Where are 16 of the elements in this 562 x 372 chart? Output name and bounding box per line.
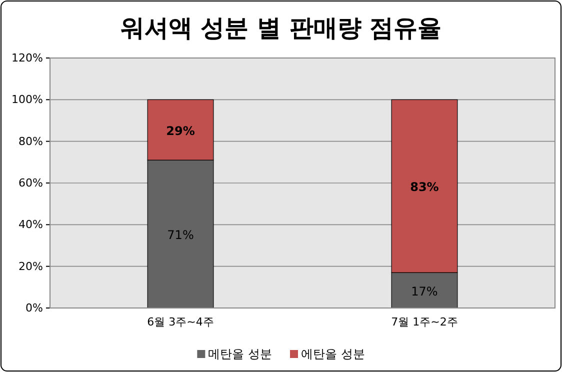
y-tick-label: 120%	[12, 52, 43, 65]
y-tick-label: 80%	[18, 134, 43, 148]
y-tick-label: 20%	[18, 260, 43, 273]
chart-title: 워셔액 성분 별 판매량 점유율	[120, 14, 442, 42]
x-tick-label: 6월 3주~4주	[147, 315, 214, 328]
legend-label: 에탄올 성분	[301, 347, 365, 361]
y-tick-label: 60%	[18, 176, 43, 190]
data-label: 83%	[410, 180, 439, 194]
y-tick-label: 40%	[18, 218, 43, 232]
y-tick-label: 0%	[26, 302, 43, 315]
y-tick-label: 100%	[12, 93, 43, 106]
data-label: 17%	[411, 284, 438, 298]
data-label: 71%	[167, 228, 194, 242]
x-tick-label: 7월 1주~2주	[391, 315, 458, 328]
data-label: 29%	[166, 124, 195, 138]
legend-label: 메탄올 성분	[208, 347, 272, 361]
